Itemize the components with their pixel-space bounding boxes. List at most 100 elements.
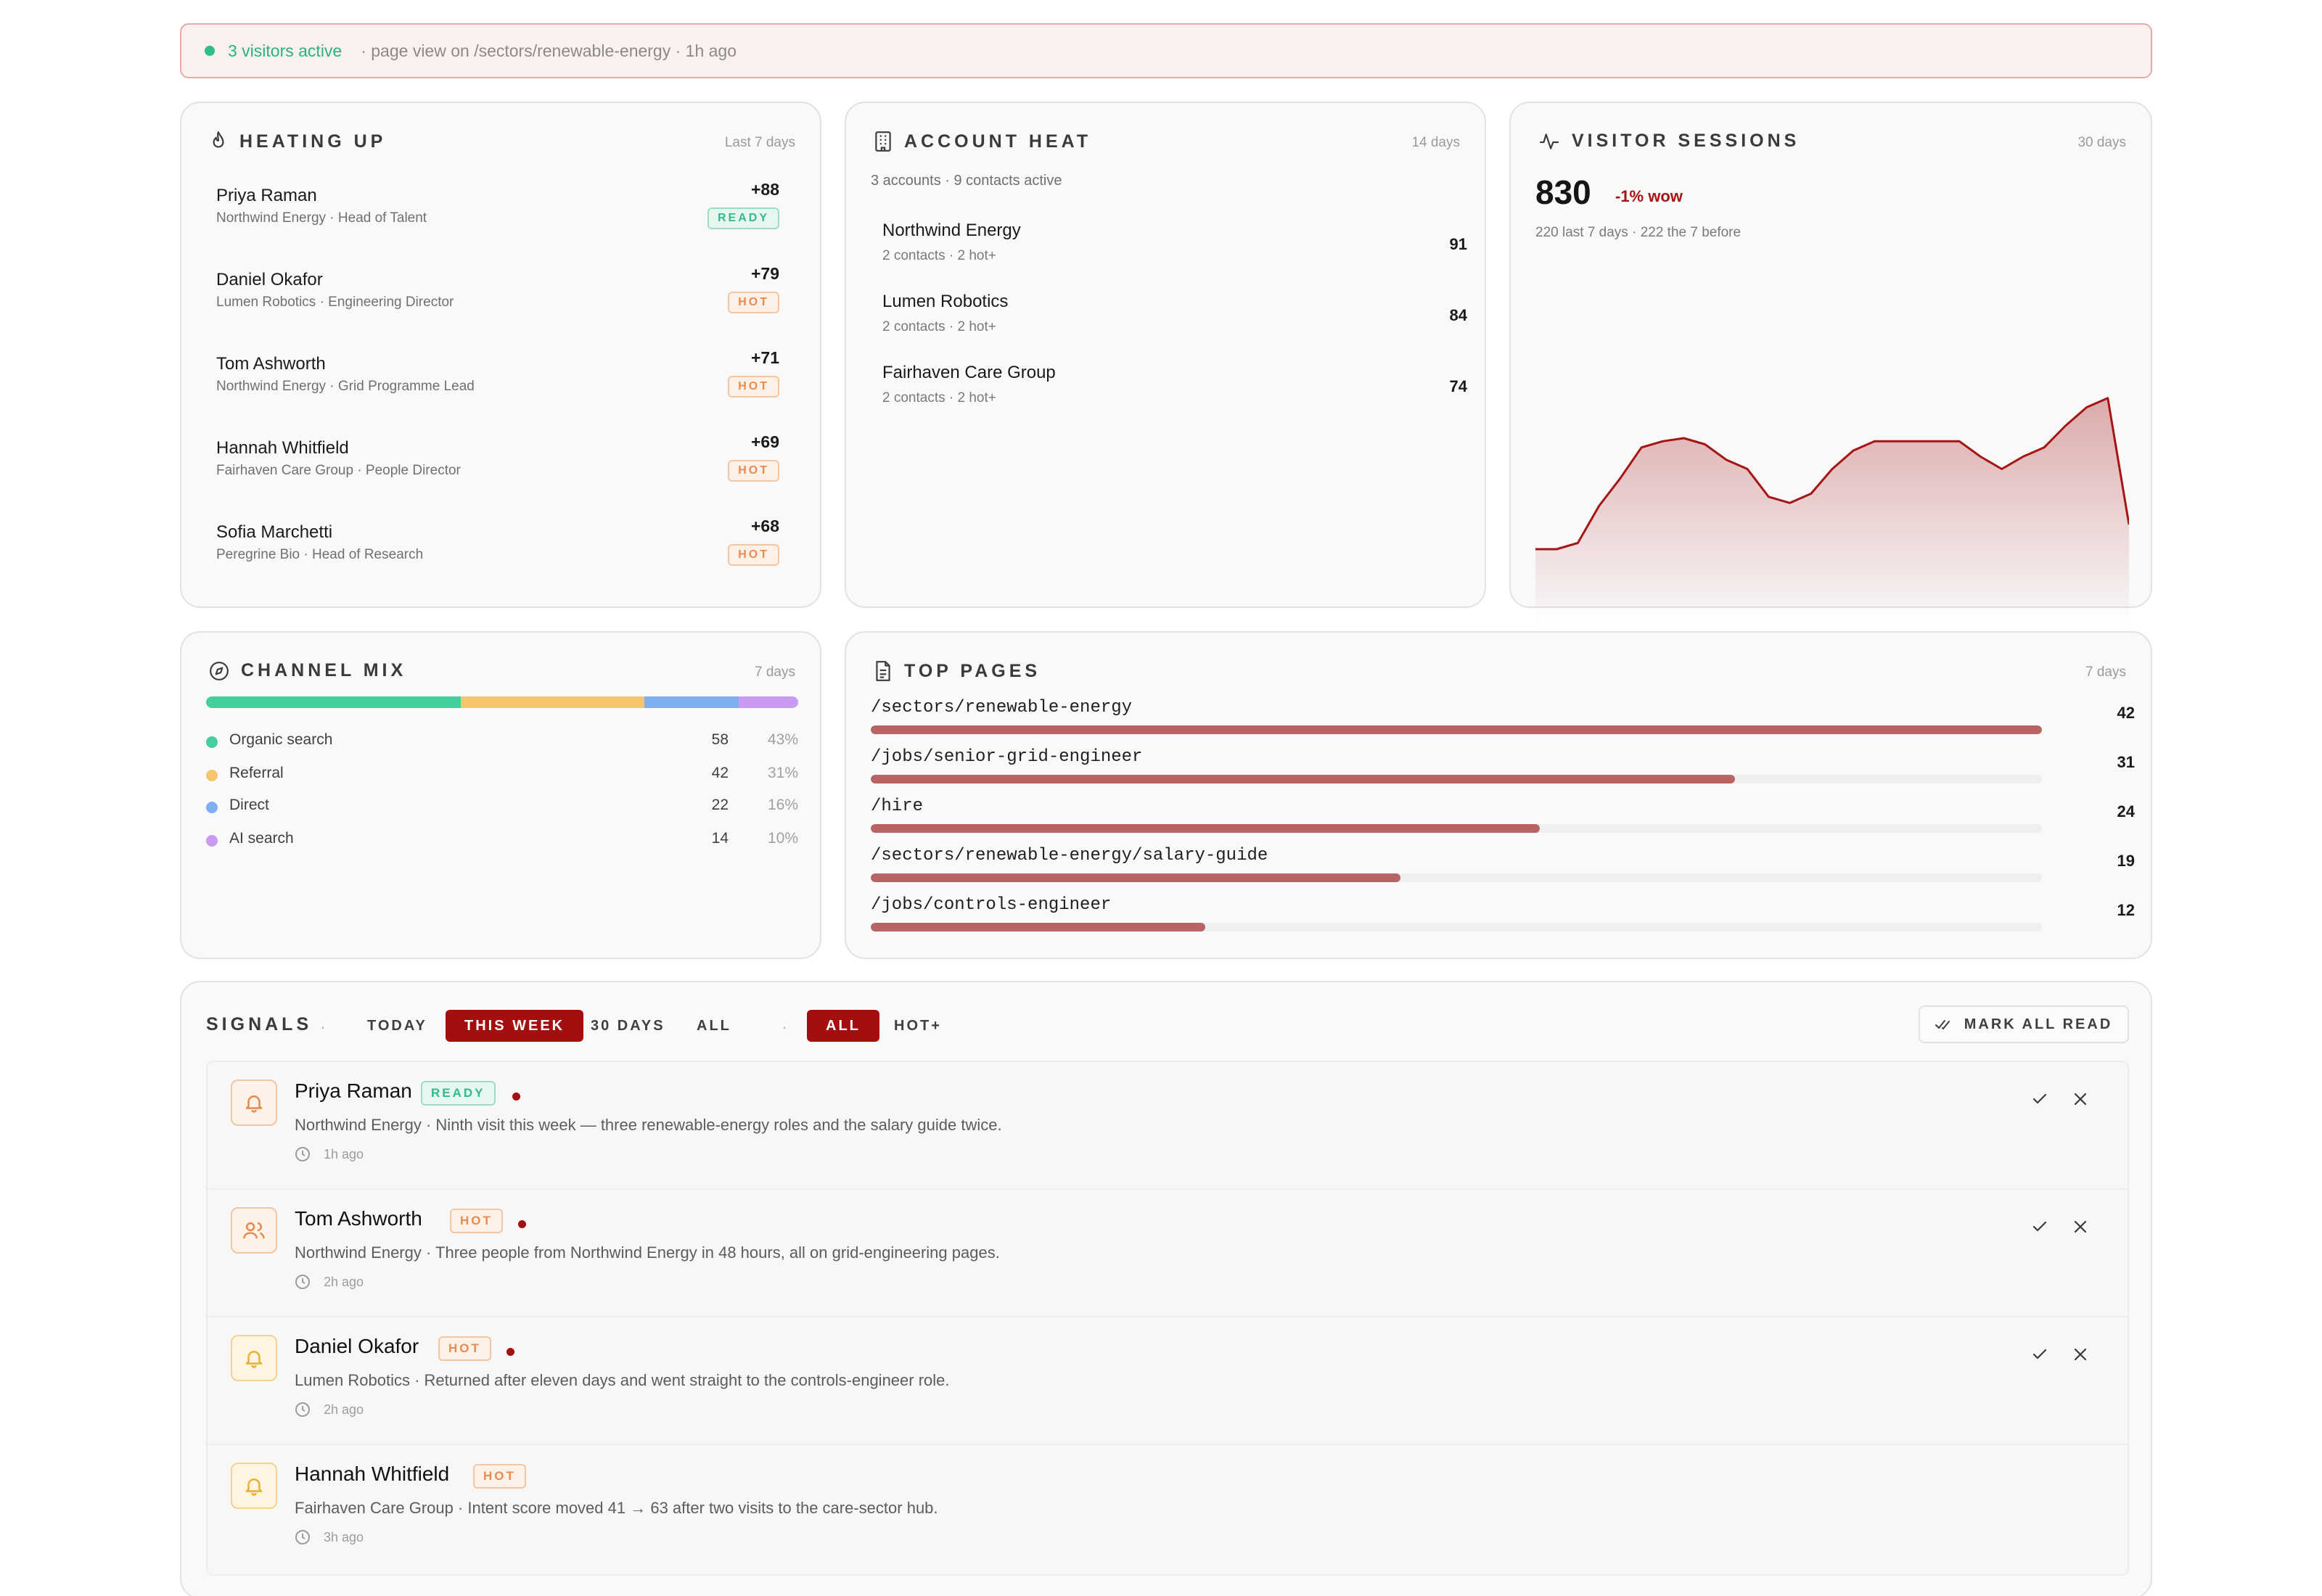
channel-row: Organic search 58 43% — [206, 731, 798, 753]
tab-30-days[interactable]: 30 DAYS — [591, 1018, 665, 1034]
page-views-count: 24 — [2117, 802, 2135, 820]
heating-up-row[interactable]: Sofia Marchetti Peregrine Bio · Head of … — [216, 517, 779, 602]
page-path: /jobs/controls-engineer — [871, 895, 1112, 915]
close-icon — [2074, 1093, 2087, 1106]
top-page-row[interactable]: /jobs/controls-engineer 12 — [871, 895, 2135, 939]
live-status-dot — [205, 46, 215, 56]
mark-read-button[interactable] — [2029, 1088, 2051, 1110]
channel-label: Referral — [229, 765, 284, 781]
sessions-area-chart — [1535, 397, 2129, 625]
contact-meta: Fairhaven Care Group · People Director — [216, 463, 461, 478]
page-views-fill — [871, 775, 1736, 783]
clock-icon — [295, 1402, 310, 1417]
contact-name: Hannah Whitfield — [216, 438, 349, 458]
signal-contact-name[interactable]: Daniel Okafor — [295, 1335, 419, 1357]
contact-meta: Lumen Robotics · Engineering Director — [216, 295, 454, 310]
dismiss-button[interactable] — [2069, 1344, 2091, 1365]
top-page-row[interactable]: /jobs/senior-grid-engineer 31 — [871, 747, 2135, 791]
file-icon — [876, 661, 890, 681]
account-name: Lumen Robotics — [882, 292, 1009, 311]
mark-all-read-button[interactable]: MARK ALL READ — [1919, 1005, 2129, 1043]
dismiss-button[interactable] — [2069, 1216, 2091, 1238]
signal-item[interactable]: Hannah Whitfield HOT Fairhaven Care Grou… — [208, 1445, 2128, 1573]
heating-up-row[interactable]: Priya Raman Northwind Energy · Head of T… — [216, 180, 779, 266]
signal-item[interactable]: Tom Ashworth HOT Northwind Energy · Thre… — [208, 1190, 2128, 1317]
signal-contact-name[interactable]: Hannah Whitfield — [295, 1463, 450, 1485]
top-pages-card: TOP PAGES 7 days /sectors/renewable-ener… — [845, 631, 2152, 959]
signal-type-badge — [231, 1207, 277, 1254]
score-change: +71 — [750, 348, 779, 367]
page-views-track — [871, 923, 2042, 931]
signal-contact-name[interactable]: Priya Raman — [295, 1079, 412, 1102]
channel-row: AI search 14 10% — [206, 830, 798, 852]
status-badge: READY — [421, 1081, 496, 1106]
channel-count: 14 — [711, 830, 729, 847]
tab-all-time[interactable]: ALL — [697, 1018, 731, 1034]
account-heat-title: ACCOUNT HEAT — [874, 131, 1091, 152]
channel-share-segment — [460, 696, 644, 708]
dismiss-button[interactable] — [2069, 1088, 2091, 1110]
visitors-active-text: 3 visitors active — [228, 41, 342, 60]
sessions-detail: 220 last 7 days · 222 the 7 before — [1535, 225, 1742, 240]
signal-type-badge — [231, 1335, 277, 1381]
signal-item[interactable]: Daniel Okafor HOT Lumen Robotics · Retur… — [208, 1317, 2128, 1445]
signal-timestamp: 2h ago — [295, 1274, 364, 1290]
channel-share-bar — [206, 696, 798, 708]
top-page-row[interactable]: /sectors/renewable-energy/salary-guide 1… — [871, 846, 2135, 889]
signal-item[interactable]: Priya Raman READY Northwind Energy · Nin… — [208, 1062, 2128, 1190]
heating-up-row[interactable]: Hannah Whitfield Fairhaven Care Group · … — [216, 432, 779, 518]
status-badge: HOT — [438, 1336, 491, 1361]
signals-list: Priya Raman READY Northwind Energy · Nin… — [206, 1061, 2129, 1576]
account-row[interactable]: Lumen Robotics 2 contacts · 2 hot+ 84 — [882, 292, 1467, 350]
tab-today[interactable]: TODAY — [367, 1018, 427, 1034]
page-views-track — [871, 725, 2042, 734]
channel-mix-period: 7 days — [755, 665, 795, 680]
channel-color-dot — [206, 736, 218, 748]
mark-read-button[interactable] — [2029, 1344, 2051, 1365]
visitor-sessions-period: 30 days — [2077, 135, 2126, 150]
tab-level-all[interactable]: ALL — [807, 1010, 879, 1042]
signals-title: SIGNALS — [206, 1014, 313, 1034]
contact-meta: Northwind Energy · Grid Programme Lead — [216, 379, 475, 394]
activity-icon — [1540, 133, 1559, 149]
tab-this-week[interactable]: THIS WEEK — [446, 1010, 584, 1042]
channel-count: 22 — [711, 797, 729, 813]
signal-contact-name[interactable]: Tom Ashworth — [295, 1207, 422, 1230]
page-views-count: 19 — [2117, 852, 2135, 870]
account-name: Northwind Energy — [882, 221, 1021, 240]
account-row[interactable]: Fairhaven Care Group 2 contacts · 2 hot+… — [882, 363, 1467, 421]
page-views-fill — [871, 824, 1541, 833]
clock-icon — [295, 1530, 310, 1544]
heating-up-row[interactable]: Daniel Okafor Lumen Robotics · Engineeri… — [216, 264, 779, 350]
channel-color-dot — [206, 835, 218, 847]
bell-icon — [245, 1351, 263, 1368]
flame-icon — [213, 131, 224, 148]
page-path: /hire — [871, 797, 924, 816]
signal-type-badge — [231, 1079, 277, 1126]
contact-name: Sofia Marchetti — [216, 522, 333, 542]
tab-level-hot-plus[interactable]: HOT+ — [894, 1018, 942, 1034]
close-icon — [2074, 1220, 2087, 1233]
channel-mix-title: CHANNEL MIX — [209, 660, 406, 681]
account-heat-summary: 3 accounts · 9 contacts active — [871, 173, 1062, 189]
contact-meta: Northwind Energy · Head of Talent — [216, 210, 427, 226]
account-heat-card: ACCOUNT HEAT 14 days 3 accounts · 9 cont… — [845, 102, 1486, 608]
top-page-row[interactable]: /hire 24 — [871, 797, 2135, 840]
mark-read-button[interactable] — [2029, 1216, 2051, 1238]
account-row[interactable]: Northwind Energy 2 contacts · 2 hot+ 91 — [882, 221, 1467, 279]
sessions-delta: -1% wow — [1615, 187, 1683, 205]
status-badge: READY — [707, 207, 779, 229]
status-badge: HOT — [728, 460, 779, 482]
contact-meta: Peregrine Bio · Head of Research — [216, 547, 424, 562]
top-page-row[interactable]: /sectors/renewable-energy 42 — [871, 698, 2135, 741]
check-icon — [2032, 1221, 2047, 1232]
close-icon — [2074, 1348, 2087, 1361]
status-badge: HOT — [450, 1209, 503, 1233]
tab-separator: . — [321, 1014, 326, 1032]
page-views-count: 31 — [2117, 753, 2135, 771]
latest-event-text: · page view on /sectors/renewable-energy… — [361, 41, 737, 60]
channel-share-segment — [644, 696, 739, 708]
heating-up-title: HEATING UP — [209, 131, 386, 152]
heating-up-row[interactable]: Tom Ashworth Northwind Energy · Grid Pro… — [216, 348, 779, 434]
page-views-fill — [871, 873, 1401, 882]
